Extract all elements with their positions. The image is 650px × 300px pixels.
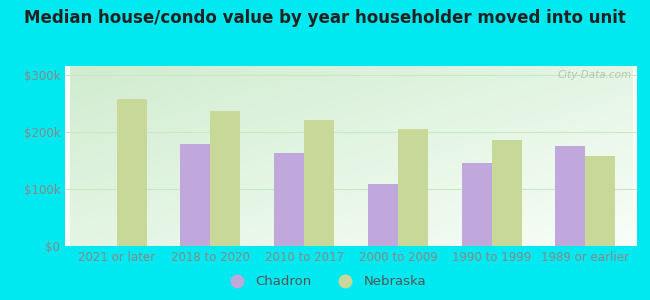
Bar — [398, 129, 428, 246]
Bar — [586, 156, 616, 246]
Bar — [180, 144, 211, 246]
Bar — [211, 111, 240, 246]
Bar — [116, 99, 147, 246]
Text: City-Data.com: City-Data.com — [557, 70, 631, 80]
Text: Median house/condo value by year householder moved into unit: Median house/condo value by year househo… — [24, 9, 626, 27]
Bar — [368, 184, 398, 246]
Bar — [304, 120, 334, 246]
Legend: Chadron, Nebraska: Chadron, Nebraska — [218, 270, 432, 293]
Bar — [274, 153, 304, 246]
Bar — [555, 146, 586, 246]
Bar — [462, 163, 491, 246]
Bar — [491, 140, 522, 246]
